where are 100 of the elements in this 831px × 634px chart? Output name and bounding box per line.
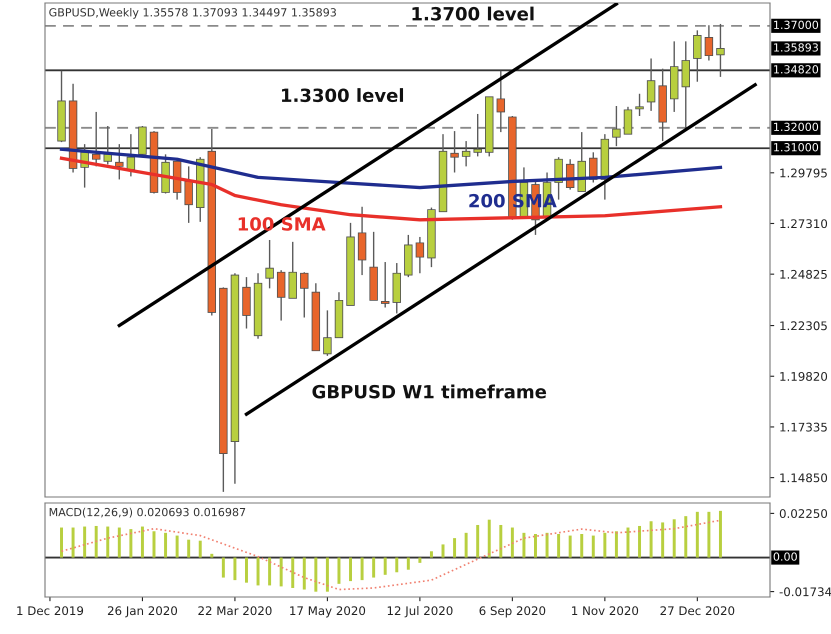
y-tick-label: 1.29795: [780, 168, 827, 178]
candlestick: [704, 24, 714, 62]
bar: [522, 532, 526, 558]
bar: [314, 558, 318, 592]
bar: [603, 532, 606, 558]
bar: [302, 558, 306, 590]
candlestick: [126, 133, 136, 178]
annotation: 1.3700 level: [412, 6, 534, 21]
bar: [464, 532, 468, 558]
candlestick: [473, 113, 482, 158]
bar: [210, 554, 214, 558]
bar: [72, 528, 75, 558]
ref-line-label: 1.32000: [774, 122, 818, 132]
bar: [83, 526, 86, 558]
bar: [129, 529, 132, 558]
candlestick: [450, 130, 459, 174]
bar: [650, 521, 653, 558]
annotation: 1.3300 level: [282, 88, 404, 102]
chart-title: GBPUSD,Weekly 1.35578 1.37093 1.34497 1.35893: [49, 8, 336, 19]
bar: [580, 534, 584, 558]
chart-title: MACD(12,26,9) 0.020693 0.016987: [50, 508, 246, 518]
bar: [140, 526, 144, 558]
x-tick-label: 27 Dec 2020: [660, 606, 734, 616]
bar: [291, 558, 294, 588]
bar: [268, 558, 272, 586]
bar: [176, 536, 179, 558]
y-tick-label: 0.02250: [780, 509, 828, 518]
bar: [372, 558, 376, 578]
bar: [707, 512, 710, 558]
bar: [118, 528, 121, 558]
candlestick: [92, 111, 100, 168]
bar: [614, 531, 618, 558]
candlestick: [380, 261, 390, 308]
bar: [453, 538, 456, 558]
bar: [499, 524, 502, 558]
ref-line-label: 1.31000: [774, 143, 818, 152]
bar: [152, 531, 156, 558]
ref-line-label: 1.34820: [774, 65, 818, 74]
candlestick: [496, 70, 506, 133]
bar: [592, 536, 595, 558]
bar: [187, 540, 190, 558]
y-tick-label: 1.19820: [780, 372, 828, 381]
candlestick: [612, 105, 621, 147]
candlestick: [115, 143, 124, 180]
bar: [626, 528, 630, 558]
bar: [60, 528, 63, 558]
bar: [164, 532, 168, 558]
y-tick-label: 1.17335: [780, 422, 827, 432]
bar: [534, 534, 537, 558]
bar: [222, 558, 225, 578]
bar: [406, 558, 410, 570]
candlestick: [716, 23, 725, 78]
bar: [638, 526, 642, 558]
y-tick-label: 1.27310: [780, 219, 828, 228]
line-series: [60, 148, 722, 190]
x-tick-label: 1 Dec 2019: [17, 606, 84, 616]
y-tick-label: 1.22305: [780, 321, 827, 330]
bar: [661, 522, 664, 558]
candlestick: [184, 166, 193, 224]
bar: [418, 558, 422, 563]
bar: [94, 526, 98, 558]
candlestick: [462, 140, 470, 168]
bar: [360, 558, 364, 580]
bar: [233, 558, 236, 580]
y-tick-label: 1.14850: [780, 473, 828, 482]
bar: [395, 558, 398, 572]
ref-line-label: 0.00: [774, 552, 797, 561]
x-tick-label: 6 Sep 2020: [480, 606, 546, 618]
bar: [256, 558, 260, 586]
candlestick: [646, 58, 656, 112]
x-tick-label: 22 Mar 2020: [198, 606, 272, 616]
bar: [672, 519, 676, 558]
candlestick: [300, 272, 308, 318]
bar: [349, 558, 352, 582]
x-tick-label: 17 May 2020: [290, 606, 366, 618]
bar: [696, 512, 699, 558]
x-tick-label: 12 Jul 2020: [388, 606, 453, 618]
candlestick: [265, 239, 274, 290]
text: 1.35893: [774, 43, 818, 52]
y-tick-label: -0.01734: [780, 587, 831, 596]
bar: [684, 516, 688, 558]
bar: [546, 532, 549, 558]
ref-line-label: 1.37000: [774, 20, 818, 30]
series-label: 100 SMA: [238, 217, 326, 231]
candlestick: [693, 30, 702, 82]
candlestick: [323, 310, 332, 357]
bar: [557, 534, 560, 558]
bar: [280, 558, 283, 586]
candlestick: [416, 236, 424, 274]
y-tick-label: 1.24825: [780, 270, 827, 279]
bar: [384, 558, 387, 575]
bar: [568, 536, 572, 558]
bar: [326, 558, 329, 592]
series-label: 200 SMA: [469, 194, 557, 208]
bar: [718, 510, 722, 558]
bar: [430, 551, 433, 558]
x-tick-label: 26 Jan 2020: [108, 606, 178, 618]
bar: [510, 528, 514, 558]
candlestick: [635, 93, 644, 117]
bar: [476, 524, 480, 558]
